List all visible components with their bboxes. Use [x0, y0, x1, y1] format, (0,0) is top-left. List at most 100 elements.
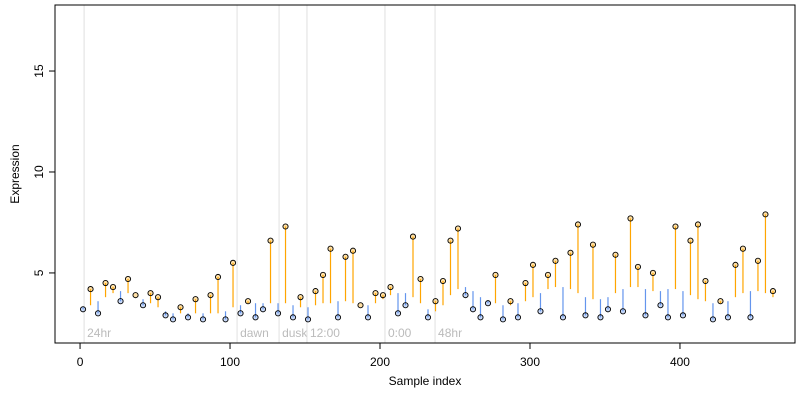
point — [327, 245, 334, 252]
point — [694, 221, 702, 228]
point — [259, 306, 267, 313]
point — [342, 253, 349, 260]
point — [574, 221, 582, 228]
point — [117, 298, 124, 305]
point — [192, 296, 199, 303]
y-tick-label: 15 — [32, 64, 46, 78]
point — [177, 304, 184, 311]
y-axis-label: Expression — [8, 144, 22, 203]
x-tick-label: 0 — [77, 355, 84, 369]
point — [364, 314, 372, 321]
point — [739, 245, 747, 252]
point — [319, 271, 327, 279]
point — [162, 312, 169, 319]
annotation: 24hr — [87, 326, 111, 340]
point — [252, 314, 259, 321]
point — [477, 314, 484, 321]
point — [102, 279, 109, 287]
point — [514, 314, 522, 321]
plot-frame — [54, 4, 796, 344]
point — [762, 211, 769, 218]
point — [634, 263, 642, 270]
point — [289, 314, 297, 321]
point — [87, 286, 94, 293]
point — [769, 288, 777, 295]
point — [672, 223, 679, 230]
annotation: 12:00 — [310, 326, 340, 340]
point — [147, 290, 154, 297]
point — [379, 292, 387, 299]
x-tick-label: 300 — [520, 355, 540, 369]
point — [732, 261, 739, 268]
point — [552, 257, 559, 264]
point — [312, 288, 319, 295]
point — [79, 306, 87, 313]
y-tick-label: 5 — [32, 269, 46, 276]
point — [649, 269, 657, 276]
annotation: 48hr — [438, 326, 462, 340]
annotation: 0:00 — [388, 326, 412, 340]
point — [169, 316, 177, 323]
point — [394, 310, 402, 317]
point — [109, 284, 117, 291]
x-tick-label: 200 — [370, 355, 390, 369]
point — [642, 312, 649, 319]
point — [237, 310, 244, 317]
point — [462, 292, 469, 299]
point — [334, 314, 342, 321]
point — [559, 314, 567, 321]
point — [747, 314, 754, 321]
point — [282, 223, 289, 230]
point — [207, 292, 214, 299]
point — [567, 249, 574, 256]
point — [544, 271, 552, 279]
point — [612, 251, 619, 258]
point — [229, 259, 237, 266]
point — [349, 247, 357, 254]
x-axis-label: Sample index — [389, 374, 462, 388]
point — [387, 284, 394, 291]
annotation: dawn — [240, 326, 269, 340]
point — [522, 279, 529, 287]
point — [222, 316, 229, 323]
point — [597, 314, 604, 321]
point — [589, 241, 597, 248]
point — [627, 215, 634, 222]
point — [507, 298, 514, 305]
point — [357, 302, 364, 309]
point — [582, 312, 589, 319]
point — [297, 294, 304, 301]
point — [709, 316, 717, 323]
point — [469, 306, 477, 313]
point — [447, 237, 454, 244]
point — [94, 310, 102, 317]
point — [484, 300, 492, 307]
point — [657, 302, 664, 309]
point — [424, 314, 432, 321]
point — [124, 275, 132, 283]
x-tick-label: 100 — [220, 355, 240, 369]
point — [274, 310, 282, 317]
point — [492, 271, 499, 279]
point — [417, 275, 424, 283]
point — [724, 314, 732, 321]
point — [619, 308, 627, 315]
point — [717, 298, 724, 305]
point — [244, 298, 252, 305]
point — [132, 292, 139, 299]
point — [409, 233, 417, 240]
point — [499, 316, 507, 323]
point — [537, 308, 544, 315]
point — [529, 261, 537, 268]
point — [432, 298, 439, 305]
point — [199, 316, 207, 323]
point — [154, 294, 162, 301]
x-tick-label: 400 — [670, 355, 690, 369]
point — [267, 237, 274, 244]
point — [687, 237, 694, 244]
point — [372, 290, 379, 297]
point — [664, 314, 672, 321]
point — [679, 312, 687, 319]
point — [702, 277, 709, 285]
